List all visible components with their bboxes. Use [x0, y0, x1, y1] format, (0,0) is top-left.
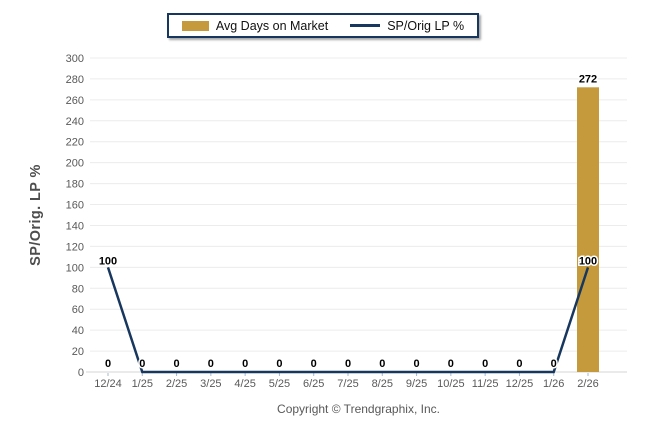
bar [577, 87, 599, 372]
y-tick-label: 0 [78, 367, 84, 379]
line-series-swatch-icon [350, 24, 381, 27]
bar-value-label: 0 [276, 358, 282, 370]
y-tick-label: 240 [66, 116, 84, 128]
x-tick-label: 1/25 [132, 378, 153, 390]
legend-item-avg-days: Avg Days on Market [181, 18, 329, 33]
x-tick-label: 4/25 [234, 378, 255, 390]
x-tick-label: 12/24 [94, 378, 122, 390]
bar-value-label: 272 [579, 73, 597, 85]
line-value-label: 100 [99, 255, 117, 267]
x-tick-label: 3/25 [200, 378, 221, 390]
bar-value-label: 0 [311, 358, 317, 370]
trend-line [106, 266, 590, 374]
x-tick-label: 2/25 [166, 378, 187, 390]
chart-legend: Avg Days on Market SP/Orig LP % [166, 13, 480, 38]
x-tick-label: 7/25 [337, 378, 358, 390]
legend-label-sp-lp: SP/Orig LP % [387, 18, 465, 33]
bar-value-label: 0 [174, 358, 180, 370]
bar-value-label: 0 [208, 358, 214, 370]
y-tick-label: 180 [66, 179, 84, 191]
bar-value-label: 0 [482, 358, 488, 370]
y-tick-label: 160 [66, 200, 84, 212]
bar-value-label: 0 [345, 358, 351, 370]
copyright-text: Copyright © Trendgraphix, Inc. [277, 402, 440, 416]
legend-item-sp-lp: SP/Orig LP % [350, 19, 464, 33]
x-tick-label: 6/25 [303, 378, 324, 390]
y-tick-label: 100 [66, 262, 84, 274]
x-tick-label: 1/26 [543, 378, 564, 390]
bar-series-swatch-icon [181, 20, 209, 31]
bar-value-label: 0 [551, 358, 557, 370]
y-tick-label: 260 [66, 95, 84, 107]
y-tick-label: 140 [66, 220, 84, 232]
bar-value-label: 0 [139, 358, 145, 370]
x-tick-label: 2/26 [577, 378, 598, 390]
y-tick-label: 80 [72, 283, 84, 295]
line-value-label: 100 [579, 255, 597, 267]
bar-value-label: 0 [105, 358, 111, 370]
x-tick-label: 10/25 [437, 378, 465, 390]
bar-value-label: 0 [379, 358, 385, 370]
y-tick-label: 40 [72, 325, 84, 337]
x-tick-label: 8/25 [372, 378, 393, 390]
bar-value-label: 0 [242, 358, 248, 370]
x-tick-label: 9/25 [406, 378, 427, 390]
y-tick-label: 300 [66, 53, 84, 65]
x-tick-label: 11/25 [472, 378, 499, 390]
y-tick-label: 280 [66, 74, 84, 86]
y-tick-label: 60 [72, 304, 84, 316]
bar-value-label: 0 [414, 358, 420, 370]
y-tick-label: 220 [66, 137, 84, 149]
bar-value-label: 0 [516, 358, 522, 370]
x-tick-label: 5/25 [269, 378, 290, 390]
bar-value-label: 0 [448, 358, 454, 370]
y-tick-label: 20 [72, 346, 84, 358]
legend-label-avg-days: Avg Days on Market [215, 18, 329, 33]
y-tick-label: 120 [66, 241, 84, 253]
y-tick-label: 200 [66, 158, 84, 170]
x-tick-label: 12/25 [506, 378, 534, 390]
